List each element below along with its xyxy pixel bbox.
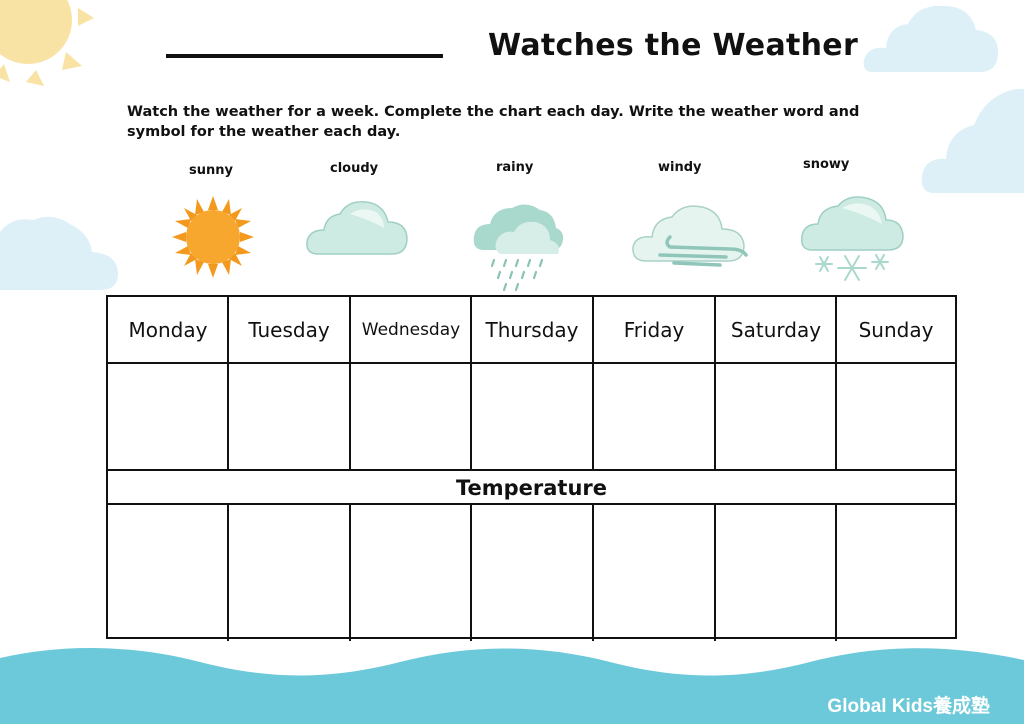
wind-cloud-icon	[632, 205, 748, 267]
day-header-thursday: Thursday	[485, 318, 579, 342]
weather-cell-sunday[interactable]	[837, 364, 955, 469]
brand-footer: Global Kids養成塾	[827, 696, 990, 717]
legend-label-rainy: rainy	[496, 160, 534, 175]
temperature-cell-thursday[interactable]	[472, 505, 592, 637]
day-header-wednesday: Wednesday	[361, 320, 461, 340]
sky-cloud-top-right	[863, 5, 998, 72]
sun-icon	[172, 196, 254, 278]
weather-cell-monday[interactable]	[108, 364, 227, 469]
temperature-cell-saturday[interactable]	[716, 505, 835, 637]
temperature-cell-sunday[interactable]	[837, 505, 955, 637]
worksheet-title: Watches the Weather	[488, 28, 859, 63]
name-line	[166, 54, 443, 58]
weather-cell-wednesday[interactable]	[351, 364, 470, 469]
temperature-label: Temperature	[455, 476, 608, 500]
sky-cloud-left	[0, 216, 118, 290]
weather-cell-saturday[interactable]	[716, 364, 835, 469]
bottom-wave-decoration	[0, 647, 1024, 724]
day-header-monday: Monday	[128, 318, 208, 342]
sky-cloud-right	[921, 89, 1024, 193]
corner-sun-decoration	[0, 0, 94, 86]
day-header-saturday: Saturday	[730, 318, 822, 342]
legend-label-snowy: snowy	[803, 157, 850, 172]
day-header-friday: Friday	[623, 318, 685, 342]
rain-cloud-icon	[473, 204, 564, 292]
legend-label-windy: windy	[658, 160, 702, 175]
instructions-text: Watch the weather for a week. Complete t…	[127, 104, 860, 140]
legend-label-cloudy: cloudy	[330, 161, 379, 176]
cloud-icon	[306, 201, 408, 255]
temperature-cell-wednesday[interactable]	[351, 505, 470, 637]
temperature-cell-monday[interactable]	[108, 505, 227, 637]
weather-cell-thursday[interactable]	[472, 364, 592, 469]
weather-cell-friday[interactable]	[594, 364, 714, 469]
weather-cell-tuesday[interactable]	[229, 364, 349, 469]
snow-cloud-icon	[800, 196, 904, 281]
temperature-cell-friday[interactable]	[594, 505, 714, 637]
legend-label-sunny: sunny	[189, 163, 233, 178]
day-header-tuesday: Tuesday	[248, 318, 330, 342]
temperature-cell-tuesday[interactable]	[229, 505, 349, 637]
day-header-sunday: Sunday	[858, 318, 934, 342]
weather-chart: Monday Tuesday Wednesday Thursday Friday…	[106, 295, 957, 641]
